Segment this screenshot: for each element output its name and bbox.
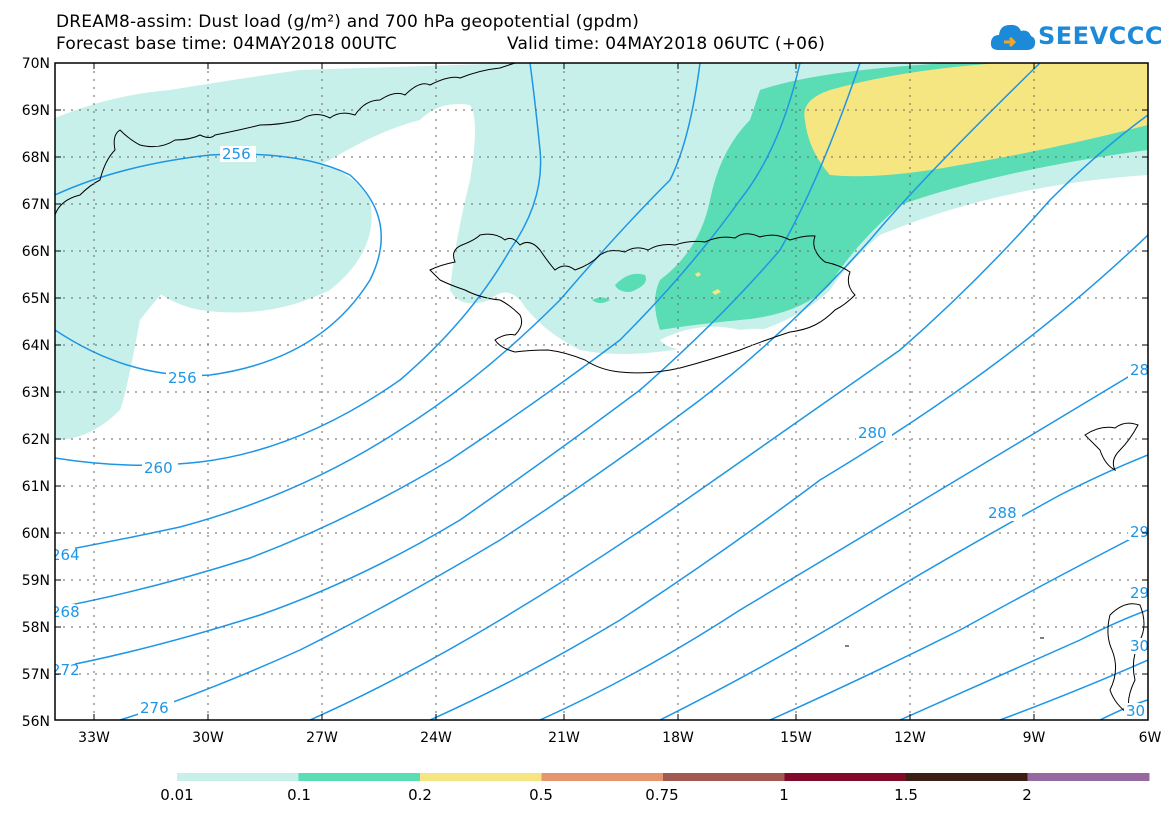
colorbar-label: 0.2: [408, 786, 432, 804]
lat-label: 70N: [22, 56, 50, 72]
contour-label-276: 276: [140, 699, 169, 717]
graticule: [55, 63, 1148, 720]
contour-label-280: 280: [858, 424, 887, 442]
lon-label: 12W: [894, 730, 926, 746]
colorbar-label: 1: [779, 786, 789, 804]
lat-label: 69N: [22, 103, 50, 119]
valid-time: Valid time: 04MAY2018 06UTC (+06): [507, 34, 826, 54]
contour-label-256a: 256: [222, 145, 251, 163]
lon-label: 9W: [1023, 730, 1046, 746]
colorbar-swatch: [541, 773, 664, 781]
colorbar-label: 0.1: [287, 786, 311, 804]
lon-label: 24W: [420, 730, 452, 746]
dust-region-02: [695, 63, 1148, 295]
lon-label: 6W: [1139, 730, 1162, 746]
colorbar-label: 1.5: [894, 786, 918, 804]
lat-label: 60N: [22, 526, 50, 542]
contour-label-264: 264: [51, 546, 80, 564]
lon-label: 18W: [662, 730, 694, 746]
map-title: DREAM8-assim: Dust load (g/m²) and 700 h…: [56, 12, 640, 32]
lat-label: 56N: [22, 714, 50, 730]
seevccc-logo: SEEVCCC: [990, 18, 1165, 58]
base-time: Forecast base time: 04MAY2018 00UTC: [56, 34, 397, 54]
contour-label-292: 29: [1130, 523, 1149, 541]
colorbar-swatch: [663, 773, 785, 781]
lat-label: 65N: [22, 291, 50, 307]
colorbar-swatch: [906, 773, 1028, 781]
lon-label: 21W: [548, 730, 580, 746]
geopotential-contours: [55, 63, 1148, 720]
colorbar-label: 0.75: [645, 786, 679, 804]
colorbar-swatch: [298, 773, 421, 781]
logo-text: SEEVCCC: [1038, 22, 1163, 50]
colorbar-swatch: [420, 773, 542, 781]
contour-label-304: 30: [1126, 702, 1145, 720]
colorbar-label: 0.01: [160, 786, 194, 804]
contour-label-284: 28: [1130, 361, 1149, 379]
lat-label: 67N: [22, 197, 50, 213]
lat-label: 62N: [22, 432, 50, 448]
lat-label: 58N: [22, 620, 50, 636]
colorbar-swatch: [177, 773, 299, 781]
colorbar-swatch: [784, 773, 907, 781]
lat-label: 63N: [22, 385, 50, 401]
colorbar-label: 0.5: [529, 786, 553, 804]
lon-label: 15W: [780, 730, 812, 746]
colorbar-swatch: [1027, 773, 1150, 781]
contour-label-300: 30: [1130, 637, 1149, 655]
contour-label-296: 29: [1130, 584, 1149, 602]
cloud-logo-icon: [990, 24, 1036, 50]
lat-label: 64N: [22, 338, 50, 354]
lat-label: 66N: [22, 244, 50, 260]
contour-label-268: 268: [51, 603, 80, 621]
colorbar-label: 2: [1022, 786, 1032, 804]
latitude-labels: 70N 69N 68N 67N 66N 65N 64N 63N 62N 61N …: [22, 56, 50, 730]
lat-label: 59N: [22, 573, 50, 589]
contour-label-256b: 256: [168, 369, 197, 387]
colorbar: [177, 773, 1150, 781]
lat-label: 68N: [22, 150, 50, 166]
longitude-labels: 33W 30W 27W 24W 21W 18W 15W 12W 9W 6W: [78, 730, 1161, 746]
contour-label-288: 288: [988, 504, 1017, 522]
contour-labels: 256 256 260 264 268 272 276 280 28 288 2…: [51, 145, 1149, 720]
lat-label: 57N: [22, 667, 50, 683]
contour-label-260: 260: [144, 459, 173, 477]
lon-label: 27W: [306, 730, 338, 746]
forecast-times: Forecast base time: 04MAY2018 00UTC Valid…: [56, 34, 825, 54]
lat-label: 61N: [22, 479, 50, 495]
lon-label: 30W: [192, 730, 224, 746]
lon-label: 33W: [78, 730, 110, 746]
contour-label-272: 272: [51, 661, 80, 679]
